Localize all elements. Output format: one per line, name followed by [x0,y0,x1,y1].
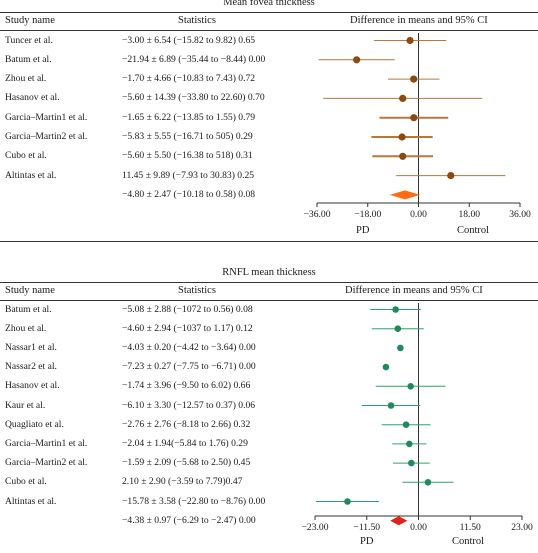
study-name: Garcia–Martin2 et al. [5,131,88,142]
study-stats: −2.04 ± 1.94(−5.84 to 1.76) 0.29 [122,437,248,449]
pooled-diamond [389,190,421,200]
point-estimate [407,383,414,390]
point-estimate [399,152,407,160]
point-estimate [397,344,404,352]
axis-label-right: Control [457,225,490,236]
study-name: Zhou et al. [5,322,47,334]
point-estimate [424,479,432,486]
x-tick-label: 36.00 [509,209,531,220]
study-stats: −1.65 ± 6.22 (−13.85 to 1.55) 0.79 [122,111,256,123]
column-header-stats: Statistics [178,15,216,26]
point-estimate [399,94,407,102]
study-stats: −1.70 ± 4.66 (−10.83 to 7.43) 0.72 [122,73,256,85]
point-estimate [410,75,418,83]
study-name: Garcia–Martin1 et al. [5,437,88,449]
divider [0,300,538,301]
x-tick-label: −11.50 [353,522,380,533]
forest-plot-fovea: −36.00 −18.00 0.00 18.00 36.00 [304,33,531,220]
column-header-study: Study name [5,15,55,26]
study-stats: −7.23 ± 0.27 (−7.75 to −6.71) 0.00 [122,361,256,373]
point-estimate [394,325,402,333]
point-estimate [410,114,418,122]
point-estimate [344,498,351,505]
point-estimate [406,440,413,448]
column-header-diff: Difference in means and 95% CI [350,15,488,26]
x-tick-label: −36.00 [304,209,331,220]
study-stats: 11.45 ± 9.89 (−7.93 to 30.83) 0.25 [122,169,255,181]
study-name: Altintas et al. [5,495,57,507]
study-name: Kaur et al. [5,399,46,411]
study-name: Quagliato et al. [5,418,64,430]
study-name: Hasanov et al. [5,92,60,104]
study-stats: −15.78 ± 3.58 (−22.80 to −8.76) 0.00 [122,495,266,507]
pooled-stats: −4.38 ± 0.97 (−6.29 to −2.47) 0.00 [122,514,256,526]
column-header-study: Study name [5,285,55,296]
study-stats: −5.60 ± 5.50 (−16.38 to 518) 0.31 [122,150,253,162]
study-stats: −1.74 ± 3.96 (−9.50 to 6.02) 0.66 [122,380,251,392]
study-name: Tuncer et al. [5,34,53,46]
divider [0,282,538,283]
forest-panel-fovea: Mean fovea thickness Study name Statisti… [0,0,538,270]
divider [0,30,538,31]
x-tick-label: 11.50 [460,522,481,533]
study-name: Garcia–Martin2 et al. [5,457,88,469]
study-stats: −3.00 ± 6.54 (−15.82 to 9.82) 0.65 [122,34,256,46]
study-stats: −4.60 ± 2.94 (−1037 to 1.17) 0.12 [122,322,253,334]
study-stats: −2.76 ± 2.76 (−8.18 to 2.66) 0.32 [122,418,251,430]
point-estimate [408,459,415,467]
point-estimate [398,133,406,141]
study-name: Nassar1 et al. [5,341,57,353]
x-tick-label: −18.00 [354,209,381,220]
divider [0,12,538,13]
pooled-stats: −4.80 ± 2.47 (−10.18 to 0.58) 0.08 [122,188,256,200]
chart-title: RNFL mean thickness [222,267,316,278]
study-stats: −5.08 ± 2.88 (−1072 to 0.56) 0.08 [122,303,253,315]
axis-label-left: PD [360,536,374,547]
study-stats: −6.10 ± 3.30 (−12.57 to 0.37) 0.06 [122,399,256,411]
study-name: Altintas et al. [5,169,57,181]
point-estimate [392,306,399,313]
point-estimate [353,56,361,64]
x-tick-label: 0.00 [410,522,427,533]
x-tick-label: 0.00 [410,209,427,220]
axis-label-right: Control [452,536,485,547]
column-header-diff: Difference in means and 95% CI [345,285,483,296]
study-stats: −5.60 ± 14.39 (−33.80 to 22.60) 0.70 [122,92,265,104]
study-stats: −5.83 ± 5.55 (−16.71 to 505) 0.29 [122,131,253,142]
study-stats: −21.94 ± 6.89 (−35.44 to −8.44) 0.00 [122,53,266,65]
study-name: Cubo et al. [5,150,47,162]
chart-title: Mean fovea thickness [223,0,315,8]
study-name: Nassar2 et al. [5,361,57,373]
study-stats: −4.03 ± 0.20 (−4.42 to −3.64) 0.00 [122,341,256,353]
x-tick-label: −23.00 [302,522,329,533]
column-header-stats: Statistics [178,285,216,296]
point-estimate [382,363,390,371]
axis-label-left: PD [356,225,370,236]
point-estimate [387,402,395,409]
study-name: Hasanov et al. [5,380,60,392]
study-name: Cubo et al. [5,476,47,488]
x-tick-label: 23.00 [511,522,533,533]
study-name: Garcia–Martin1 et al. [5,111,88,123]
point-estimate [402,421,410,429]
study-name: Zhou et al. [5,73,47,85]
point-estimate [447,172,455,180]
x-tick-label: 18.00 [458,209,480,220]
divider [0,241,538,242]
pooled-diamond [390,516,408,526]
study-name: Batum et al. [5,53,52,65]
point-estimate [406,36,414,45]
study-stats: −1.59 ± 2.09 (−5.68 to 2.50) 0.45 [122,457,251,469]
study-name: Batum et al. [5,303,52,315]
study-stats: 2.10 ± 2.90 (−3.59 to 7.79)0.47 [122,476,243,488]
